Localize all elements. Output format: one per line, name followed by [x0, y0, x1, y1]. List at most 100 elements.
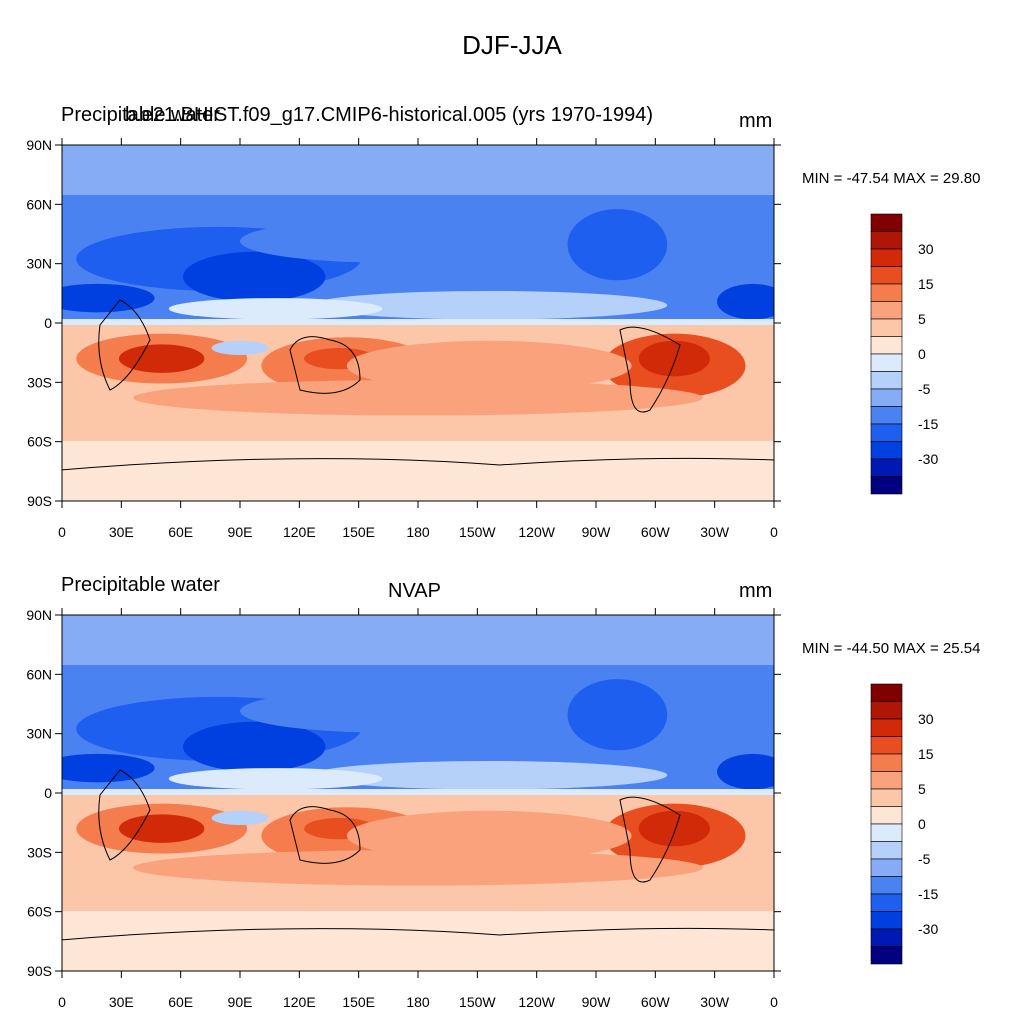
- coastline: [619, 796, 681, 883]
- coastline: [62, 457, 774, 471]
- lat-label: 0: [44, 785, 52, 801]
- contour-blob: [346, 340, 632, 391]
- colorbar-swatch: [870, 353, 903, 372]
- coastline: [98, 299, 151, 391]
- lat-label: 0: [44, 315, 52, 331]
- equator-strip: [62, 789, 774, 795]
- lat-label: 90N: [26, 607, 52, 623]
- lon-label: 120E: [283, 994, 316, 1010]
- colorbar-label: 5: [918, 311, 926, 327]
- lon-label: 60E: [168, 524, 193, 540]
- panel-center-title: b.e21.BHIST.f09_g17.CMIP6-historical.005…: [125, 104, 654, 126]
- panel-model: 90N 60N 30N 0 30S 60S 90S 0 30E 60E 90E 120E 150E 180…: [0, 0, 1024, 540]
- colorbar-swatch: [870, 406, 903, 425]
- colorbar-swatch: [870, 823, 903, 842]
- colorbar-swatch: [870, 701, 903, 720]
- lon-label: 150W: [459, 524, 496, 540]
- colorbar-swatch: [870, 388, 903, 407]
- lon-label: 30E: [109, 524, 134, 540]
- colorbar-swatch: [870, 718, 903, 737]
- lon-label: 30W: [700, 994, 730, 1010]
- panel-min-max: MIN = -47.54 MAX = 29.80: [802, 170, 981, 187]
- coastline: [619, 326, 681, 413]
- lon-label: 150W: [459, 994, 496, 1010]
- lat-label: 90N: [26, 137, 52, 153]
- contour-blob: [62, 753, 155, 783]
- colorbar-label: -15: [918, 416, 938, 432]
- colorbar-swatch: [870, 946, 903, 965]
- lat-label: 60N: [26, 196, 52, 212]
- coastline: [62, 927, 774, 941]
- contour-blob: [211, 340, 269, 356]
- lat-label: 90S: [27, 493, 52, 509]
- colorbar-swatch: [870, 231, 903, 250]
- coastline: [98, 769, 151, 861]
- colorbar-swatch: [870, 301, 903, 320]
- colorbar-swatch: [870, 841, 903, 860]
- contour-field: [62, 145, 774, 501]
- colorbar-label: -30: [918, 451, 938, 467]
- colorbar-label: 30: [918, 241, 934, 257]
- lat-label: 30S: [27, 844, 52, 860]
- lat-label: 60S: [27, 434, 52, 450]
- contour-blob: [133, 849, 703, 886]
- lat-label: 60N: [26, 666, 52, 682]
- figure-title: DJF-JJA: [462, 30, 562, 60]
- contour-blob: [240, 689, 525, 733]
- lon-label: 60W: [641, 994, 671, 1010]
- lon-label: 60W: [641, 524, 671, 540]
- colorbar-label: 15: [918, 276, 934, 292]
- colorbar-swatch: [870, 753, 903, 772]
- colorbar-swatch: [870, 893, 903, 912]
- colorbar-swatch: [870, 806, 903, 825]
- lon-label: 90W: [582, 994, 612, 1010]
- lon-label: 0: [770, 994, 778, 1010]
- lat-label: 30N: [26, 726, 52, 742]
- lon-label: 0: [58, 524, 66, 540]
- lat-label: 30S: [27, 374, 52, 390]
- lon-label: 60E: [168, 994, 193, 1010]
- colorbar-swatch: [870, 283, 903, 302]
- lon-label: 150E: [342, 994, 375, 1010]
- map-plot-model: 90N 60N 30N 0 30S 60S 90S 0 30E 60E 90E 120E 150E 180…: [26, 137, 938, 540]
- colorbar-swatch: [870, 318, 903, 337]
- colorbar-label: 30: [918, 711, 934, 727]
- lat-label: 90S: [27, 963, 52, 979]
- lon-label: 150E: [342, 524, 375, 540]
- coastline: [289, 336, 361, 394]
- panel-obs: 90N 60N 30N 0 30S 60S 90S 0 30E 60E 90E 120E 150E 180…: [0, 470, 1024, 1010]
- lon-label: 0: [58, 994, 66, 1010]
- contour-blob: [168, 298, 383, 320]
- contour-field: [62, 615, 774, 971]
- contour-blob: [567, 209, 668, 281]
- contour-blob: [567, 679, 668, 751]
- colorbar-label: -30: [918, 921, 938, 937]
- panel-units: mm: [739, 110, 773, 132]
- contour-blob: [183, 721, 326, 772]
- colorbar-label: 0: [918, 346, 926, 362]
- colorbar-swatch: [870, 928, 903, 947]
- lon-label: 120W: [518, 524, 555, 540]
- lon-label: 120E: [283, 524, 316, 540]
- lat-label: 30N: [26, 256, 52, 272]
- colorbar-swatch: [870, 858, 903, 877]
- sh-polar-band: [62, 441, 774, 501]
- lon-label: 90W: [582, 524, 612, 540]
- contour-blob: [717, 283, 774, 320]
- colorbar-label: 5: [918, 781, 926, 797]
- colorbar-swatch: [870, 423, 903, 442]
- colorbar-swatch: [870, 788, 903, 807]
- lon-label: 180: [406, 524, 430, 540]
- contour-blob: [118, 814, 205, 843]
- lat-label: 60S: [27, 904, 52, 920]
- colorbar-label: -5: [918, 381, 931, 397]
- sh-polar-band: [62, 911, 774, 971]
- colorbar-swatch: [870, 911, 903, 930]
- colorbar-swatch: [870, 441, 903, 460]
- panel-units: mm: [739, 580, 773, 602]
- contour-blob: [311, 290, 668, 320]
- panel-left-title: Precipitable water: [61, 574, 220, 596]
- panel-left-title: Precipitable water: [61, 104, 220, 126]
- lon-label: 120W: [518, 994, 555, 1010]
- contour-blob: [638, 810, 710, 847]
